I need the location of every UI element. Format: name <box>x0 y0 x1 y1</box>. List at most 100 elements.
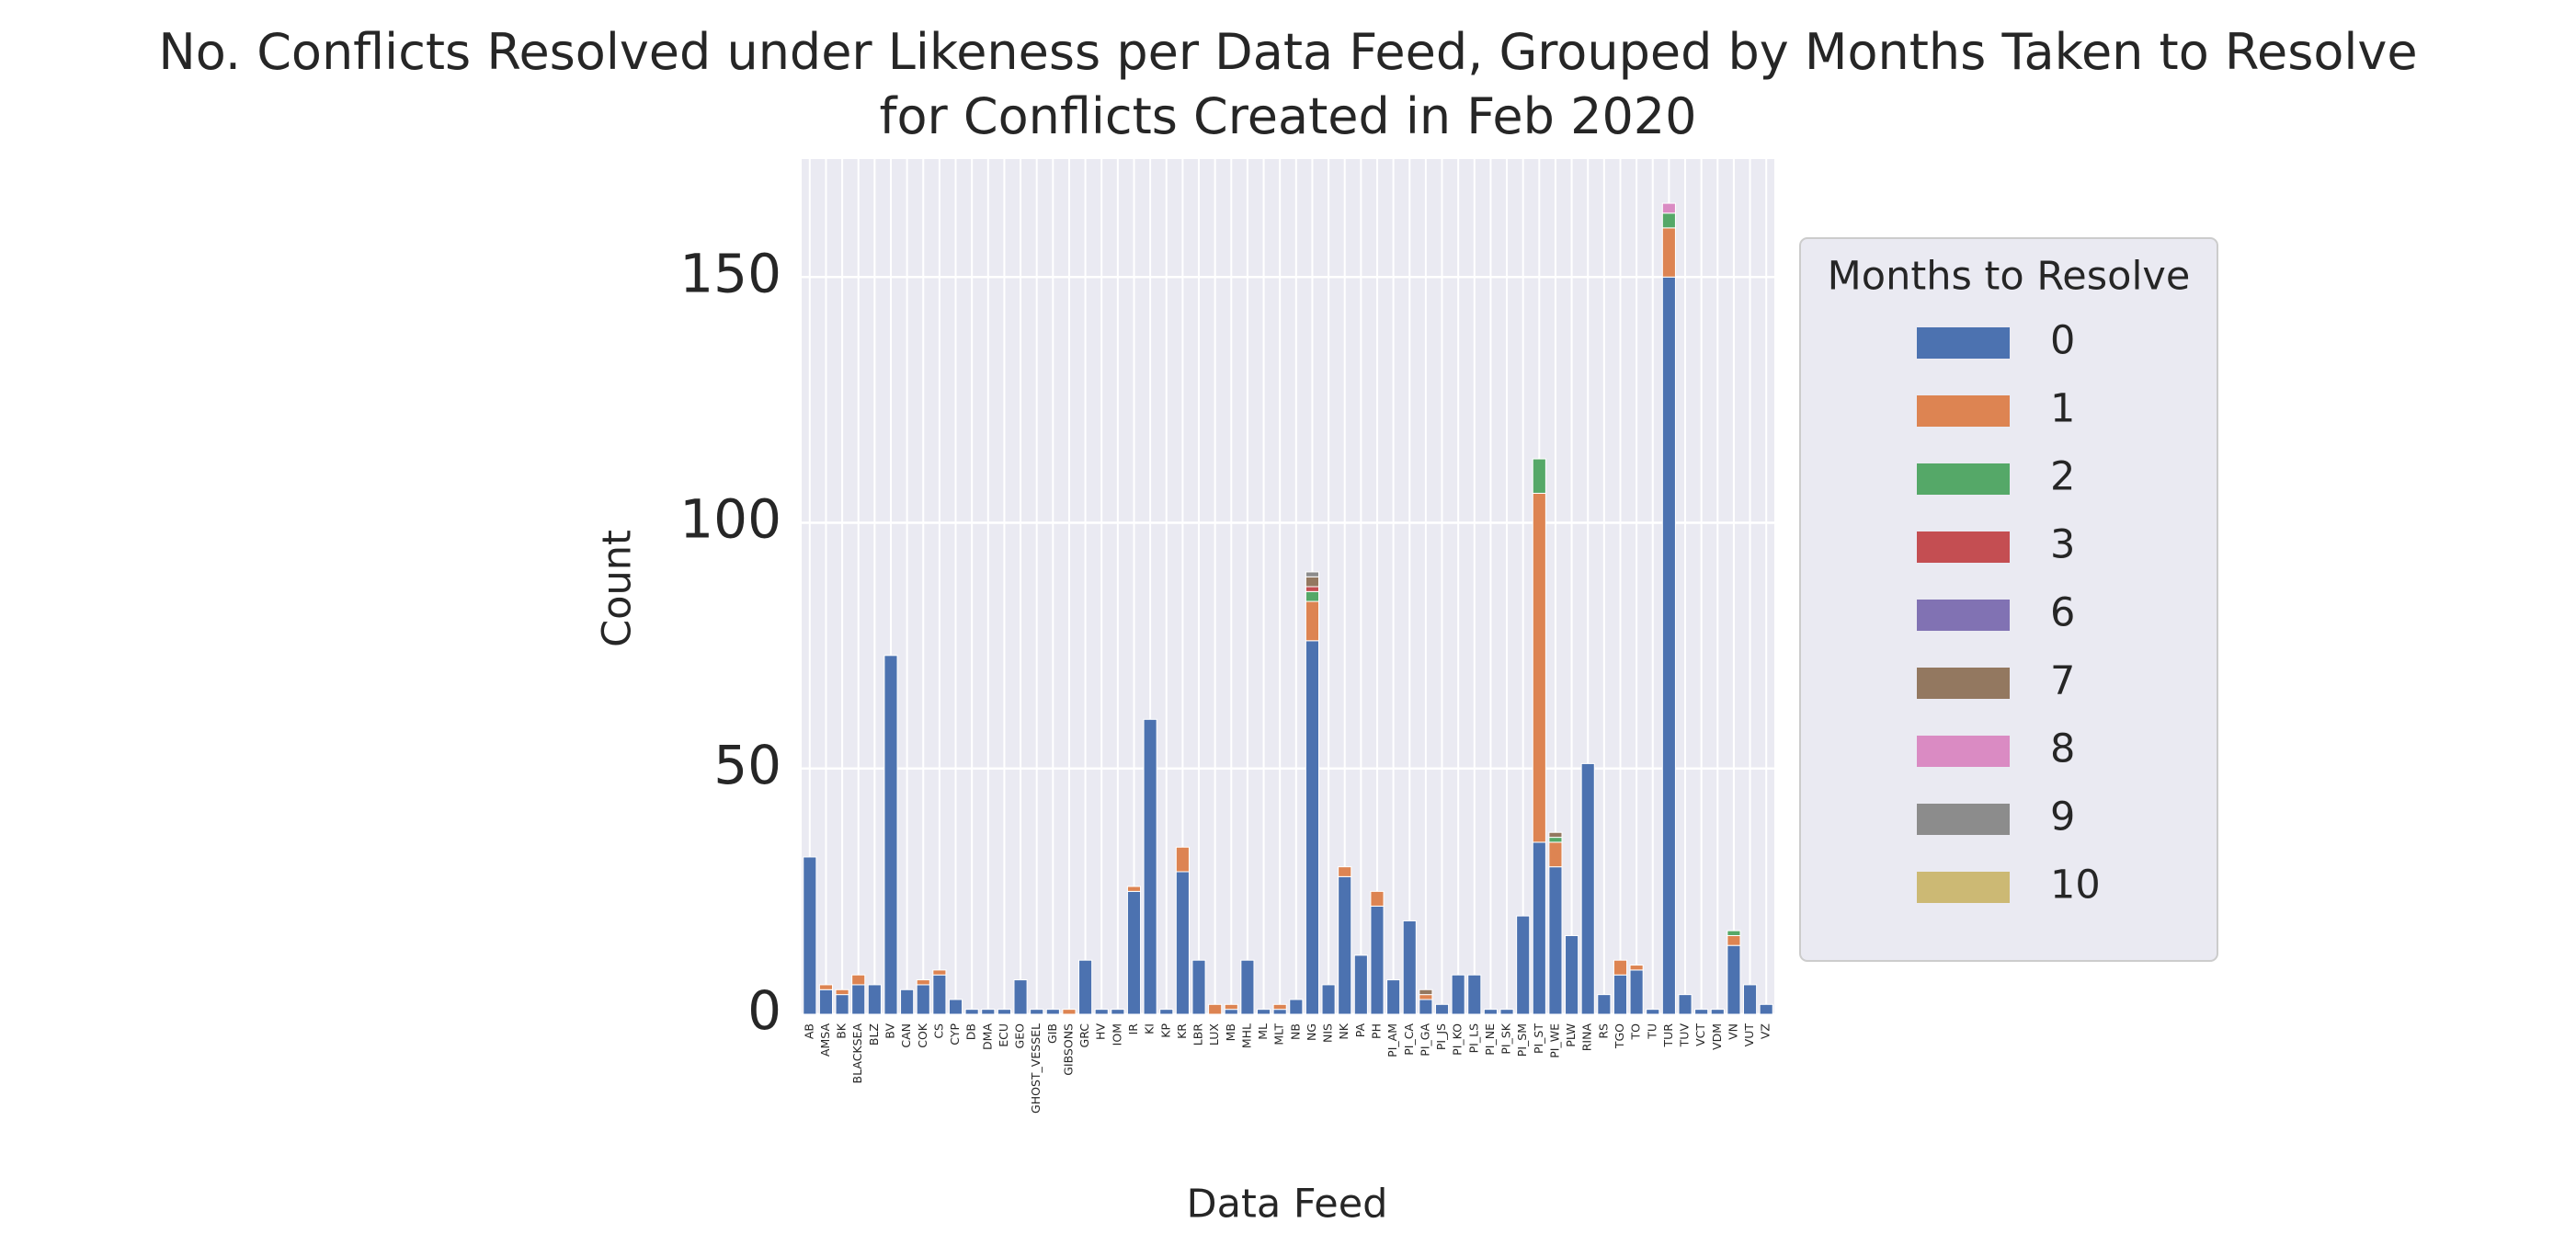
x-tick-label: PI_CA <box>1402 1023 1416 1056</box>
legend-label: 7 <box>2050 658 2075 704</box>
bar-segment <box>1305 586 1320 592</box>
bar-segment <box>1419 999 1433 1015</box>
bar-segment <box>1548 841 1563 868</box>
bar-segment <box>1548 866 1563 1015</box>
x-axis-label: Data Feed <box>1187 1182 1388 1228</box>
bar-segment <box>1175 871 1190 1015</box>
bar-segment <box>1289 999 1304 1015</box>
x-tick-label: PI_SM <box>1515 1023 1529 1057</box>
x-tick-label: TUR <box>1661 1023 1675 1048</box>
x-tick-label: DMA <box>980 1023 994 1050</box>
x-tick-label: KR <box>1175 1023 1189 1039</box>
bar-segment <box>1419 994 1433 1000</box>
bar-segment <box>1305 576 1320 588</box>
bar-segment <box>1353 954 1368 1015</box>
bar-segment <box>1646 1009 1660 1015</box>
bar-segment <box>1175 846 1190 873</box>
x-tick-label: GHOST_VESSEL <box>1029 1023 1043 1114</box>
x-tick-label: KP <box>1158 1023 1172 1038</box>
x-tick-label: NG <box>1305 1023 1318 1041</box>
legend-label: 2 <box>2050 454 2075 500</box>
x-tick-label: ML <box>1256 1023 1270 1040</box>
x-tick-label: CS <box>931 1023 945 1039</box>
bar-segment <box>900 988 915 1015</box>
x-tick-label: TU <box>1645 1023 1658 1040</box>
bar-segment <box>1305 640 1320 1015</box>
bar-segment <box>1759 1003 1773 1015</box>
bar-segment <box>1516 915 1531 1015</box>
bar-segment <box>1126 890 1142 1015</box>
bar-segment <box>1532 841 1546 1015</box>
bar-segment <box>1548 831 1563 839</box>
x-tick-label: ECU <box>997 1023 1010 1047</box>
bar-segment <box>1613 974 1628 1015</box>
x-tick-label: NB <box>1288 1023 1302 1040</box>
x-tick-label: AMSA <box>818 1023 832 1057</box>
x-tick-label: RS <box>1596 1023 1610 1039</box>
x-tick-label: MB <box>1224 1023 1237 1041</box>
bar-segment <box>1159 1009 1174 1015</box>
bar-segment <box>1370 905 1385 1015</box>
x-tick-label: GEO <box>1013 1023 1027 1049</box>
bar-segment <box>916 979 930 986</box>
bar-segment <box>1191 959 1206 1015</box>
bar-segment <box>1499 1009 1514 1015</box>
bar-segment <box>1727 934 1741 946</box>
legend-label: 1 <box>2050 386 2075 432</box>
legend-label: 3 <box>2050 522 2075 568</box>
bar-segment <box>1434 1003 1450 1015</box>
x-tick-label: AB <box>802 1023 815 1039</box>
bar-segment <box>1597 994 1612 1015</box>
y-axis-label: Count <box>595 530 641 647</box>
x-tick-label: GIBSONS <box>1061 1023 1075 1076</box>
x-tick-label: TGO <box>1613 1023 1626 1049</box>
x-tick-label: PA <box>1353 1023 1367 1038</box>
bar-segment <box>997 1009 1011 1015</box>
bar-segment <box>932 974 947 1015</box>
legend-label: 8 <box>2050 726 2075 772</box>
legend-swatch <box>1917 327 2010 359</box>
x-tick-label: PH <box>1369 1023 1383 1039</box>
y-tick-label: 150 <box>679 242 781 304</box>
x-tick-label: VZ <box>1759 1023 1772 1039</box>
legend-label: 6 <box>2050 590 2075 636</box>
bar-segment <box>1727 930 1741 936</box>
bar-segment <box>1338 875 1352 1015</box>
x-tick-label: BLACKSEA <box>850 1023 864 1084</box>
bar-segment <box>1629 965 1644 971</box>
bar-segment <box>1013 979 1028 1015</box>
bar-segment <box>932 969 947 976</box>
bar-segment <box>1256 1009 1271 1015</box>
bar-segment <box>1305 590 1320 602</box>
bar-segment <box>1272 1003 1287 1011</box>
x-tick-label: KI <box>1143 1023 1157 1034</box>
legend-swatch <box>1917 531 2010 563</box>
bar-segment <box>981 1009 996 1015</box>
bar-segment <box>1629 969 1644 1015</box>
bar-segment <box>1727 944 1741 1015</box>
bar-segment <box>803 856 817 1015</box>
bar-segment <box>1208 1003 1223 1015</box>
bar-segment <box>1386 979 1401 1015</box>
x-tick-label: GRC <box>1077 1023 1091 1048</box>
x-tick-label: BLZ <box>867 1023 881 1046</box>
bar-segment <box>1451 974 1465 1015</box>
bar-segment <box>1548 837 1563 843</box>
bar-segment <box>818 988 834 1015</box>
bar-segment <box>883 655 898 1015</box>
x-tick-label: PI_AM <box>1385 1023 1399 1057</box>
x-tick-label: IOM <box>1110 1023 1123 1046</box>
bar-segment <box>1661 202 1676 214</box>
x-tick-label: PI_KO <box>1451 1023 1465 1056</box>
bar-segment <box>851 984 866 1015</box>
bar-segment <box>851 974 866 986</box>
bar-segment <box>1045 1009 1060 1015</box>
legend-swatch <box>1917 668 2010 699</box>
bar-segment <box>867 984 882 1015</box>
bar-segment <box>1694 1009 1709 1015</box>
legend-swatch <box>1917 463 2010 495</box>
bar-segment <box>1661 227 1676 278</box>
bar-segment <box>835 988 849 996</box>
bar-segment <box>1224 1009 1238 1015</box>
